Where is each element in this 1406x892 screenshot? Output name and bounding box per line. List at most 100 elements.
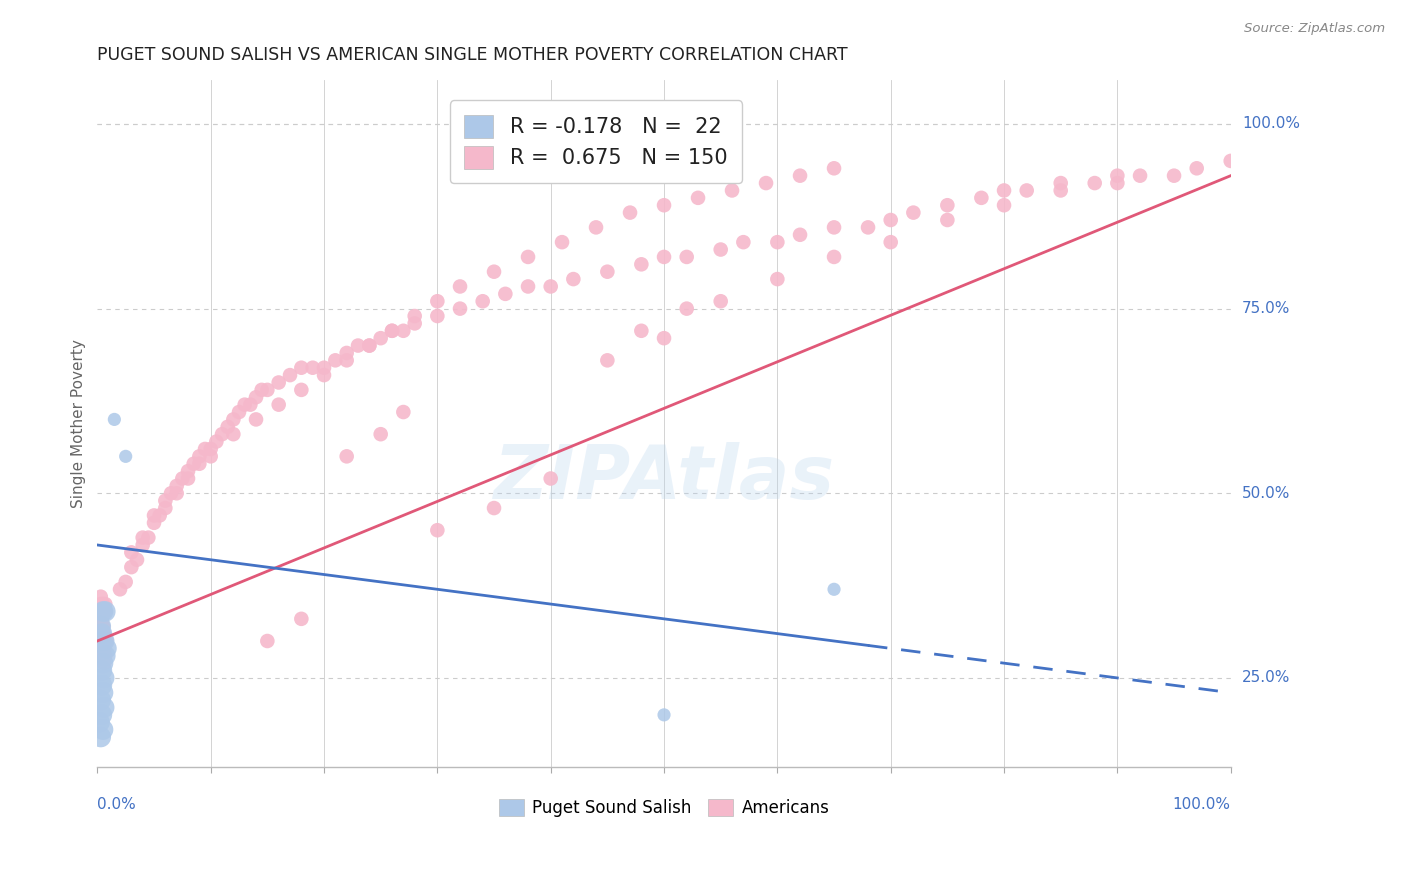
Point [392,405,415,419]
Point [155,493,177,508]
Point [1219,153,1241,168]
Point [1049,176,1071,190]
Point [471,294,494,309]
Point [823,220,845,235]
Point [585,220,607,235]
Point [596,353,619,368]
Point [90,678,112,692]
Point [90,597,112,611]
Point [936,213,959,227]
Point [94,597,117,611]
Point [200,450,222,464]
Point [91,686,114,700]
Point [619,205,641,219]
Point [160,486,183,500]
Point [228,405,250,419]
Point [91,641,114,656]
Point [290,612,312,626]
Point [823,161,845,176]
Legend: Puget Sound Salish, Americans: Puget Sound Salish, Americans [492,792,837,823]
Point [267,398,290,412]
Point [90,619,112,633]
Point [93,604,115,618]
Point [652,198,675,212]
Point [426,523,449,537]
Text: 50.0%: 50.0% [1241,486,1291,500]
Point [90,664,112,678]
Point [245,412,267,426]
Point [562,272,585,286]
Point [91,723,114,737]
Point [903,205,925,219]
Point [766,235,789,249]
Point [256,383,278,397]
Point [426,309,449,323]
Point [856,220,879,235]
Point [1185,161,1208,176]
Point [392,324,415,338]
Point [94,648,117,663]
Point [131,538,153,552]
Point [90,730,112,744]
Point [686,191,709,205]
Point [789,227,811,242]
Point [96,634,118,648]
Point [91,619,114,633]
Point [91,604,114,618]
Point [630,324,652,338]
Point [93,641,115,656]
Point [155,501,177,516]
Point [172,471,194,485]
Point [90,626,112,640]
Point [93,641,115,656]
Point [381,324,404,338]
Point [517,279,540,293]
Point [177,471,200,485]
Point [301,360,323,375]
Point [108,582,131,597]
Point [91,597,114,611]
Point [90,626,112,640]
Point [1015,184,1038,198]
Point [93,626,115,640]
Text: Source: ZipAtlas.com: Source: ZipAtlas.com [1244,22,1385,36]
Point [710,243,733,257]
Point [91,648,114,663]
Point [1107,169,1129,183]
Text: 75.0%: 75.0% [1241,301,1291,316]
Point [188,457,211,471]
Point [90,641,112,656]
Point [114,450,136,464]
Point [93,671,115,685]
Point [222,427,245,442]
Point [993,198,1015,212]
Point [290,383,312,397]
Point [290,360,312,375]
Point [217,419,239,434]
Point [312,368,335,383]
Point [245,390,267,404]
Point [138,531,160,545]
Point [381,324,404,338]
Point [652,250,675,264]
Point [936,198,959,212]
Point [143,516,166,530]
Point [93,656,115,670]
Point [250,383,273,397]
Point [94,604,117,618]
Point [596,265,619,279]
Text: PUGET SOUND SALISH VS AMERICAN SINGLE MOTHER POVERTY CORRELATION CHART: PUGET SOUND SALISH VS AMERICAN SINGLE MO… [97,46,848,64]
Point [370,331,392,345]
Point [336,346,359,360]
Point [91,626,114,640]
Point [120,560,142,574]
Y-axis label: Single Mother Poverty: Single Mother Poverty [72,339,86,508]
Point [880,235,903,249]
Point [205,434,228,449]
Text: 100.0%: 100.0% [1241,117,1301,131]
Point [200,442,222,456]
Point [194,442,217,456]
Point [233,398,256,412]
Point [652,331,675,345]
Point [370,427,392,442]
